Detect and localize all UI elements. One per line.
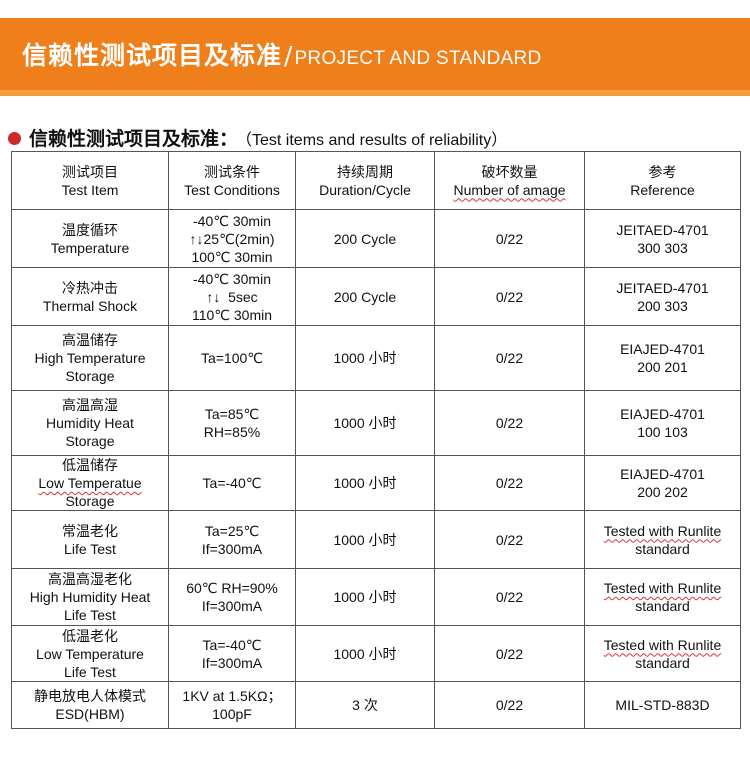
table-row: 高温高湿老化 High Humidity Heat Life Test 60℃ RH… [11, 568, 741, 626]
cell-conditions: 1KV at 1.5KΩ； 100pF [168, 681, 296, 729]
cell-damage: 0/22 [434, 209, 585, 268]
table-row: 高温高湿 Humidity Heat Storage Ta=85℃ RH=85% 10… [11, 390, 741, 456]
header-reference: 参考 Reference [584, 151, 741, 210]
cell-reference: JEITAED-4701 300 303 [584, 209, 741, 268]
cell-item: 高温高湿 Humidity Heat Storage [11, 390, 169, 456]
cell-item: 低温老化 Low Temperature Life Test [11, 625, 169, 682]
cell-damage: 0/22 [434, 510, 585, 569]
banner-title-zh: 信赖性测试项目及标准 [22, 41, 283, 70]
table-row: 温度循环 Temperature -40℃ 30min ↑↓25℃(2min) 100… [11, 209, 741, 268]
cell-item: 温度循环 Temperature [11, 209, 169, 268]
cell-duration: 1000 小时 [295, 568, 435, 626]
cell-damage: 0/22 [434, 325, 585, 391]
cell-conditions: Ta=85℃ RH=85% [168, 390, 296, 456]
header-test-item: 测试项目 Test Item [11, 151, 169, 210]
cell-item: 常温老化 Life Test [11, 510, 169, 569]
table-header-row: 测试项目 Test Item 测试条件 Test Conditions 持续周期… [11, 151, 741, 210]
cell-duration: 1000 小时 [295, 325, 435, 391]
cell-duration: 1000 小时 [295, 390, 435, 456]
cell-item: 冷热冲击 Thermal Shock [11, 267, 169, 326]
bullet-icon [8, 132, 21, 145]
header-banner: 信赖性测试项目及标准/PROJECT AND STANDARD [0, 18, 750, 96]
banner-title-en: PROJECT AND STANDARD [294, 48, 542, 69]
banner-separator: / [284, 41, 293, 70]
cell-conditions: Ta=-40℃ If=300mA [168, 625, 296, 682]
cell-reference: Tested with Runlite standard [584, 510, 741, 569]
banner-title: 信赖性测试项目及标准/PROJECT AND STANDARD [22, 36, 542, 72]
table-row: 常温老化 Life Test Ta=25℃ If=300mA 1000 小时 0/2… [11, 510, 741, 569]
cell-conditions: -40℃ 30min ↑↓25℃(2min) 100℃ 30min [168, 209, 296, 268]
cell-conditions: Ta=25℃ If=300mA [168, 510, 296, 569]
cell-duration: 200 Cycle [295, 209, 435, 268]
section-title-en: （Test items and results of reliability） [244, 132, 508, 149]
cell-reference: MIL-STD-883D [584, 681, 741, 729]
banner-stripe [0, 90, 750, 96]
section-heading: 信赖性测试项目及标准： （Test items and results of re… [8, 124, 507, 151]
cell-reference: Tested with Runlite standard [584, 568, 741, 626]
cell-item: 高温高湿老化 High Humidity Heat Life Test [11, 568, 169, 626]
cell-damage: 0/22 [434, 681, 585, 729]
header-damage: 破坏数量 Number of amage [434, 151, 585, 210]
cell-conditions: -40℃ 30min ↑↓ 5sec 110℃ 30min [168, 267, 296, 326]
cell-reference: EIAJED-4701 200 202 [584, 455, 741, 511]
cell-conditions: 60℃ RH=90% If=300mA [168, 568, 296, 626]
section-title-zh: 信赖性测试项目及标准： [29, 128, 239, 150]
table-row: 高温储存 High Temperature Storage Ta=100℃ 1000… [11, 325, 741, 391]
cell-duration: 1000 小时 [295, 455, 435, 511]
table-row: 静电放电人体模式 ESD(HBM) 1KV at 1.5KΩ； 100pF 3 次 … [11, 681, 741, 729]
table-row: 低温老化 Low Temperature Life Test Ta=-40℃ If=3… [11, 625, 741, 682]
cell-damage: 0/22 [434, 390, 585, 456]
cell-conditions: Ta=-40℃ [168, 455, 296, 511]
cell-damage: 0/22 [434, 568, 585, 626]
cell-conditions: Ta=100℃ [168, 325, 296, 391]
cell-duration: 3 次 [295, 681, 435, 729]
header-test-conditions: 测试条件 Test Conditions [168, 151, 296, 210]
cell-item: 静电放电人体模式 ESD(HBM) [11, 681, 169, 729]
cell-item: 低温储存 Low Temperatue Storage [11, 455, 169, 511]
cell-reference: Tested with Runlite standard [584, 625, 741, 682]
cell-reference: EIAJED-4701 100 103 [584, 390, 741, 456]
cell-duration: 1000 小时 [295, 510, 435, 569]
cell-duration: 200 Cycle [295, 267, 435, 326]
reliability-table: 测试项目 Test Item 测试条件 Test Conditions 持续周期… [11, 151, 741, 729]
cell-item: 高温储存 High Temperature Storage [11, 325, 169, 391]
table-row: 低温储存 Low Temperatue Storage Ta=-40℃ 1000 小… [11, 455, 741, 511]
cell-duration: 1000 小时 [295, 625, 435, 682]
cell-reference: JEITAED-4701 200 303 [584, 267, 741, 326]
cell-damage: 0/22 [434, 455, 585, 511]
header-duration: 持续周期 Duration/Cycle [295, 151, 435, 210]
cell-reference: EIAJED-4701 200 201 [584, 325, 741, 391]
table-row: 冷热冲击 Thermal Shock -40℃ 30min ↑↓ 5sec 110℃ … [11, 267, 741, 326]
cell-damage: 0/22 [434, 267, 585, 326]
cell-damage: 0/22 [434, 625, 585, 682]
